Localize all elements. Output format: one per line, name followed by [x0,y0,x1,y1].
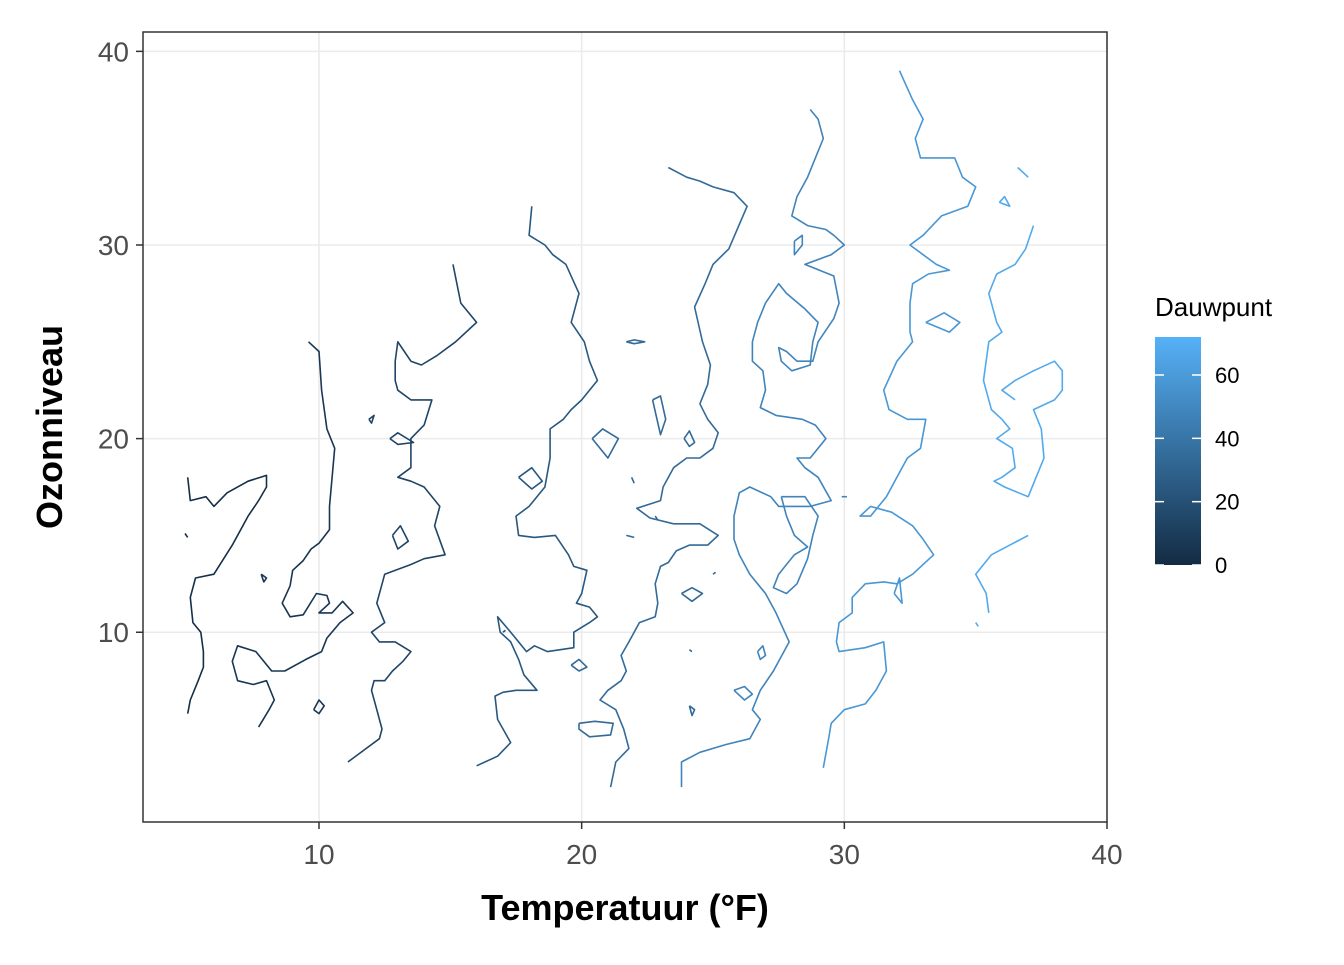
x-tick-label: 10 [303,839,334,870]
x-tick-label: 30 [829,839,860,870]
contour-line [570,658,588,672]
plot-panel-border [142,31,1108,823]
contour-line [599,166,748,788]
contour-line [578,720,614,738]
contour-line [1017,166,1029,178]
contour-line [982,225,1064,498]
contour-line [925,312,961,333]
y-tick-label: 10 [98,617,129,648]
legend: Dauwpunt 0 20 40 60 [1155,292,1273,578]
contour-line [476,206,599,767]
x-tick-label: 20 [566,839,597,870]
contour-line [312,699,325,715]
contour-line [368,414,375,424]
contour-line [347,264,478,763]
contour-line [893,577,903,604]
contour-line [626,339,646,345]
contour-line [733,685,754,701]
contour-line [391,525,410,550]
contour-line [681,586,704,603]
contour-line [651,395,667,436]
contour-line [389,432,415,446]
contour-line [975,622,979,627]
contour-line [688,649,693,653]
contour-line [654,515,659,521]
contour-line [184,533,189,538]
y-tick-label: 30 [98,230,129,261]
contour-line [822,70,977,768]
contour-line [998,195,1011,208]
contour-line [231,341,354,728]
y-tick-label: 40 [98,36,129,67]
contour-line [683,430,696,448]
x-tick-label: 40 [1091,839,1122,870]
contour-lines [184,70,1064,788]
contour-line [793,234,804,256]
y-axis-ticks: 10 20 30 40 [98,36,143,648]
contour-line [688,705,696,717]
contour-line [772,495,819,595]
legend-ticks: 0 20 40 60 [1155,363,1239,578]
contour-line [518,466,544,490]
x-axis-ticks: 10 20 30 40 [303,822,1123,870]
contour-line [591,428,620,459]
contour-line [260,573,268,583]
legend-tick-label: 0 [1215,553,1227,578]
legend-tick-label: 60 [1215,363,1239,388]
y-axis-label: Ozonniveau [29,325,70,529]
contour-line [186,474,268,714]
y-tick-label: 20 [98,424,129,455]
legend-tick-label: 40 [1215,426,1239,451]
contour-line [974,534,1029,614]
legend-title: Dauwpunt [1155,292,1273,322]
legend-tick-label: 20 [1215,490,1239,515]
contour-line [756,645,767,661]
contour-line [630,476,635,484]
contour-line [680,108,846,788]
x-axis-label: Temperatuur (°F) [481,887,769,928]
contour-line [626,534,635,539]
contour-line [712,571,717,575]
legend-colorbar [1155,337,1201,565]
contour-line [502,629,506,633]
